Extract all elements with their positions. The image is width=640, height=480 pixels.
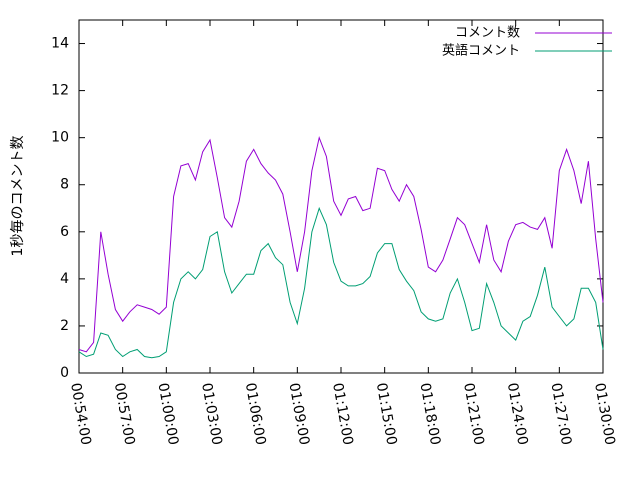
legend-label: 英語コメント xyxy=(442,43,520,59)
x-tick-label: 01:12:00 xyxy=(329,382,356,447)
x-tick-label: 01:15:00 xyxy=(373,382,400,447)
x-tick-label: 01:27:00 xyxy=(547,382,574,447)
x-tick-label: 01:21:00 xyxy=(460,382,487,447)
x-tick-label: 01:30:00 xyxy=(591,382,618,447)
y-tick-label: 4 xyxy=(60,271,69,287)
y-tick-label: 2 xyxy=(60,318,69,334)
x-tick-label: 01:18:00 xyxy=(416,382,443,447)
y-axis-label: 1秒毎のコメント数 xyxy=(10,136,26,257)
legend-label: コメント数 xyxy=(455,26,520,41)
series-line xyxy=(78,206,604,359)
x-tick-label: 00:57:00 xyxy=(111,382,138,447)
x-tick-label: 01:03:00 xyxy=(198,382,225,447)
y-tick-label: 6 xyxy=(60,224,69,240)
y-tick-label: 14 xyxy=(51,36,69,52)
x-tick-label: 00:54:00 xyxy=(67,382,94,447)
x-tick-label: 01:00:00 xyxy=(154,382,181,447)
series-line xyxy=(78,135,604,353)
y-tick-label: 12 xyxy=(51,83,69,99)
x-tick-label: 01:09:00 xyxy=(285,382,312,447)
x-tick-label: 01:24:00 xyxy=(504,382,531,447)
y-tick-label: 10 xyxy=(51,130,69,146)
y-tick-label: 0 xyxy=(60,365,69,381)
y-tick-label: 8 xyxy=(60,177,69,193)
x-tick-label: 01:06:00 xyxy=(242,382,269,447)
